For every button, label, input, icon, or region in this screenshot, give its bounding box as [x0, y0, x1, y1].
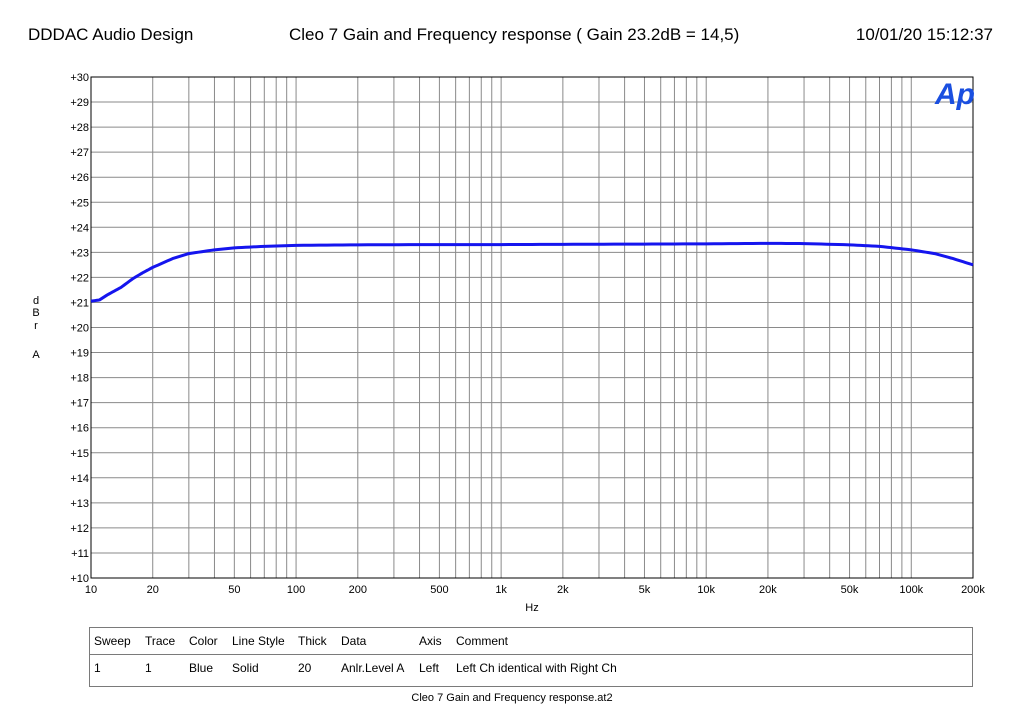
x-tick-label: 20: [147, 584, 159, 596]
x-tick-label: 200: [349, 584, 367, 596]
y-tick-label: +17: [70, 398, 89, 410]
legend-header-cell: Axis: [419, 634, 442, 648]
legend-header-cell: Line Style: [232, 634, 285, 648]
legend-cell: Left: [419, 661, 440, 675]
y-tick-label: +30: [70, 72, 89, 84]
y-tick-label: +10: [70, 573, 89, 585]
legend-table: Sweep Trace Color Line Style Thick Data Axis Co…: [89, 627, 973, 687]
plot-frame: [90, 76, 974, 579]
y-tick-label: +12: [70, 523, 89, 535]
y-axis-label: dBr A: [32, 295, 40, 361]
x-tick-label: 10: [85, 584, 97, 596]
timestamp: 10/01/20 15:12:37: [855, 25, 993, 44]
legend-cell: 20: [298, 661, 312, 675]
x-tick-label: 500: [430, 584, 448, 596]
file-name: Cleo 7 Gain and Frequency response.at2: [411, 692, 613, 704]
y-tick-label: +23: [70, 247, 89, 259]
x-tick-label: 50k: [841, 584, 859, 596]
y-tick-label: +28: [70, 122, 89, 134]
y-tick-label: +15: [70, 448, 89, 460]
x-tick-label: 50: [228, 584, 240, 596]
legend-header-cell: Data: [341, 634, 367, 648]
x-tick-label: 200k: [961, 584, 985, 596]
x-tick-label: 100k: [899, 584, 923, 596]
x-tick-label: 20k: [759, 584, 777, 596]
legend-data-row: 1 1 Blue Solid 20 Anlr.Level A Left Left Ch ide…: [90, 655, 972, 681]
legend-header-cell: Comment: [456, 634, 509, 648]
y-tick-label: +21: [70, 297, 89, 309]
x-tick-label: 2k: [557, 584, 569, 596]
y-tick-label: +13: [70, 498, 89, 510]
chart-svg: +30 +29 +28 +27 +26 +25 +24 +23 +22 +21 +20 +19 +18 +…: [32, 72, 986, 614]
y-axis-label-letter: d: [33, 295, 39, 307]
legend-cell: Solid: [232, 661, 259, 675]
x-tick-label: 1k: [495, 584, 507, 596]
series-line: [90, 241, 974, 303]
y-tick-label: +19: [70, 348, 89, 360]
y-axis-label-letter: B: [32, 307, 39, 319]
legend-header-cell: Trace: [145, 634, 176, 648]
legend-header-cell: Thick: [298, 634, 327, 648]
y-tick-label: +16: [70, 423, 89, 435]
y-tick-label: +11: [71, 548, 89, 560]
legend-header-cell: Sweep: [94, 634, 131, 648]
y-tick-label: +27: [70, 147, 89, 159]
legend-cell: 1: [145, 661, 152, 675]
y-tick-label: +24: [70, 222, 89, 234]
ap-logo-icon: Ap: [934, 78, 975, 111]
x-tick-label: 100: [287, 584, 305, 596]
y-axis-label-letter: A: [32, 349, 40, 361]
y-tick-labels: +30 +29 +28 +27 +26 +25 +24 +23 +22 +21 +20 +19 +18 +…: [70, 72, 89, 585]
legend-cell: Anlr.Level A: [341, 661, 405, 675]
header-left-title: DDDAC Audio Design: [28, 25, 194, 44]
x-tick-label: 5k: [639, 584, 651, 596]
grid-lines: [90, 76, 974, 579]
y-tick-label: +14: [70, 473, 89, 485]
y-tick-label: +26: [70, 172, 89, 184]
x-axis-label: Hz: [525, 602, 538, 614]
y-tick-label: +18: [70, 373, 89, 385]
y-tick-label: +22: [70, 272, 89, 284]
y-tick-label: +29: [70, 97, 89, 109]
y-tick-label: +20: [70, 323, 89, 335]
x-tick-label: 10k: [697, 584, 715, 596]
legend-header-row: Sweep Trace Color Line Style Thick Data Axis Co…: [90, 628, 972, 655]
legend-cell: Left Ch identical with Right Ch: [456, 661, 617, 675]
y-axis-label-letter: r: [34, 320, 38, 332]
y-tick-label: +25: [70, 197, 89, 209]
x-tick-labels: 10 20 50 100 200 500 1k 2k 5k 10k 20k 50k 100k 200k: [85, 584, 986, 596]
legend-cell: Blue: [189, 661, 214, 675]
chart-title: Cleo 7 Gain and Frequency response ( Gai…: [289, 25, 740, 44]
legend-header-cell: Color: [189, 634, 218, 648]
legend-cell: 1: [94, 661, 101, 675]
